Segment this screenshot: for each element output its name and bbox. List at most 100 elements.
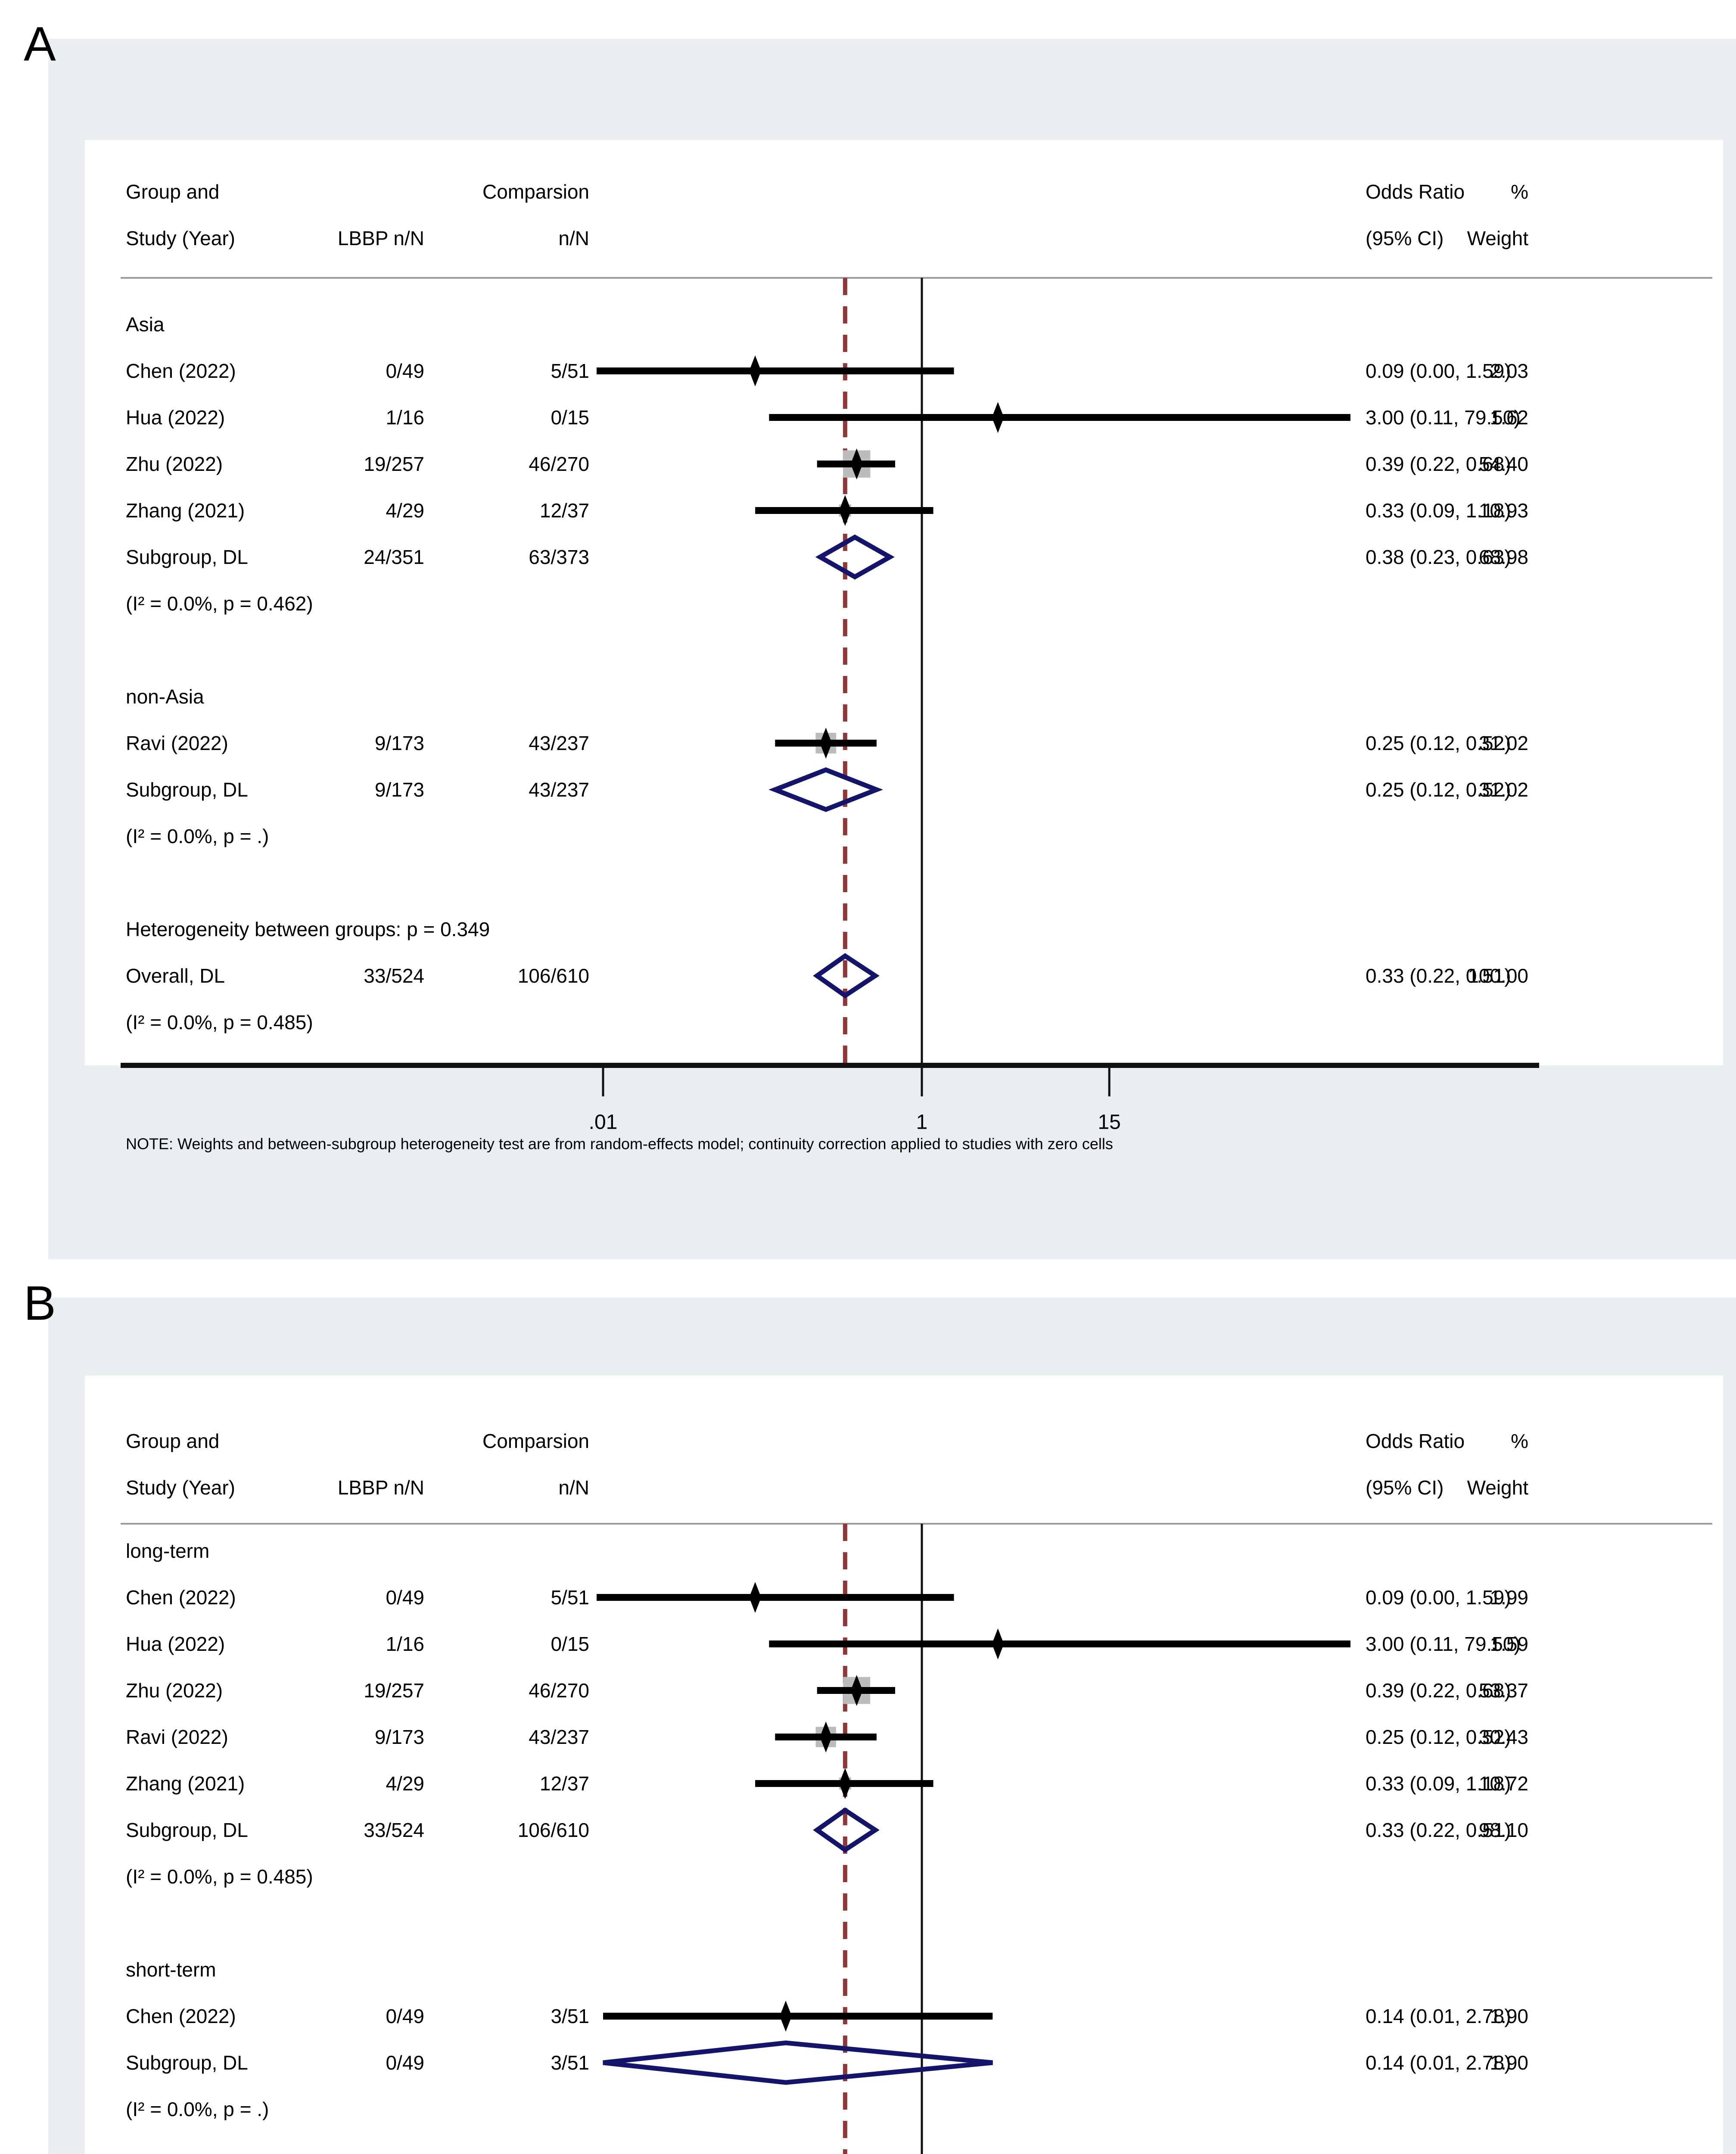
row-label: Hua (2022) (126, 1633, 225, 1655)
row-comparison-count: 43/237 (529, 1726, 589, 1748)
header-odds-ratio-line2: (95% CI) (1366, 1476, 1444, 1499)
row-or-ci-value: 0.25 (0.12, 0.52) (1366, 1726, 1511, 1748)
subgroup-diamond (768, 767, 884, 812)
row-or-ci-value: 0.39 (0.22, 0.68) (1366, 453, 1511, 475)
header-odds-ratio-line1: Odds Ratio (1366, 181, 1465, 203)
row-weight-value: 31.02 (1479, 778, 1528, 801)
row-lbbp-count: 4/29 (386, 1772, 424, 1795)
row-weight-value: 10.93 (1479, 499, 1528, 522)
row-weight-value: 1.90 (1490, 2051, 1528, 2074)
header-lbbp: LBBP n/N (338, 1476, 424, 1499)
header-comparison-line2: n/N (558, 1476, 589, 1499)
row-comparison-count: 43/237 (529, 778, 589, 801)
i2-note: (I² = 0.0%, p = .) (126, 2098, 269, 2120)
row-weight-value: 54.40 (1479, 453, 1528, 475)
row-lbbp-count: 0/49 (386, 2005, 424, 2027)
row-comparison-count: 12/37 (540, 1772, 589, 1795)
panel-letter: B (24, 1284, 56, 1330)
header-odds-ratio-line1: Odds Ratio (1366, 1430, 1465, 1452)
row-weight-value: 2.03 (1490, 360, 1528, 382)
row-label: Chen (2022) (126, 1586, 236, 1609)
row-lbbp-count: 19/257 (364, 1679, 424, 1702)
row-weight-value: 98.10 (1479, 1819, 1528, 1841)
row-lbbp-count: 9/173 (375, 1726, 424, 1748)
row-comparison-count: 5/51 (551, 360, 589, 382)
row-or-ci-value: 3.00 (0.11, 79.50) (1366, 406, 1521, 429)
header-group-line1: Group and (126, 1430, 219, 1452)
row-comparison-count: 0/15 (551, 406, 589, 429)
forest-plot-panel-a: A Group and Study (Year) LBBP n/N Comparsion… (24, 17, 1736, 1259)
header-group-line2: Study (Year) (126, 227, 235, 249)
row-weight-value: 1.59 (1490, 1633, 1528, 1655)
forest-plot-panel-b: B Group and Study (Year) LBBP n/N Comparsion… (0, 1284, 1736, 2154)
header-odds-ratio-line2: (95% CI) (1366, 227, 1444, 249)
row-or-ci-value: 3.00 (0.11, 79.50) (1366, 1633, 1521, 1655)
row-label: Hua (2022) (126, 406, 225, 429)
header-weight-line2: Weight (1467, 1476, 1529, 1499)
section-label: long-term (126, 1540, 209, 1562)
i2-note: (I² = 0.0%, p = 0.462) (126, 592, 313, 615)
row-or-ci-value: 0.33 (0.09, 1.18) (1366, 499, 1511, 522)
row-label: Zhang (2021) (126, 1772, 245, 1795)
row-comparison-count: 5/51 (551, 1586, 589, 1609)
row-lbbp-count: 19/257 (364, 453, 424, 475)
x-axis-tick-label: 1 (916, 1111, 928, 1134)
x-axis-tick-label: 15 (1098, 1111, 1120, 1134)
header-weight-line2: Weight (1467, 227, 1529, 249)
row-comparison-count: 106/610 (518, 1819, 589, 1841)
row-or-ci-value: 0.38 (0.23, 0.63) (1366, 546, 1511, 568)
row-weight-value: 100.00 (1468, 965, 1528, 987)
header-group-line1: Group and (126, 181, 219, 203)
heterogeneity-note: Heterogeneity between groups: p = 0.349 (126, 918, 490, 940)
row-or-ci-value: 0.14 (0.01, 2.78) (1366, 2051, 1511, 2074)
row-weight-value: 1.90 (1490, 2005, 1528, 2027)
row-or-ci-value: 0.39 (0.22, 0.68) (1366, 1679, 1511, 1702)
row-weight-value: 10.72 (1479, 1772, 1528, 1795)
row-lbbp-count: 33/524 (364, 965, 424, 987)
header-lbbp: LBBP n/N (338, 227, 424, 249)
row-weight-value: 68.98 (1479, 546, 1528, 568)
row-label: Zhu (2022) (126, 1679, 223, 1702)
row-or-ci-value: 0.33 (0.09, 1.18) (1366, 1772, 1511, 1795)
row-comparison-count: 46/270 (529, 453, 589, 475)
row-lbbp-count: 9/173 (375, 778, 424, 801)
i2-note: (I² = 0.0%, p = 0.485) (126, 1865, 313, 1888)
row-label: Zhang (2021) (126, 499, 245, 522)
header-comparison-line1: Comparsion (482, 1430, 589, 1452)
x-axis-tick-label: .01 (589, 1111, 618, 1134)
row-lbbp-count: 0/49 (386, 2051, 424, 2074)
row-or-ci-value: 0.09 (0.00, 1.59) (1366, 360, 1511, 382)
row-lbbp-count: 1/16 (386, 406, 424, 429)
panel-letter: A (24, 17, 56, 71)
section-label: non-Asia (126, 685, 204, 708)
row-or-ci-value: 0.25 (0.12, 0.52) (1366, 778, 1511, 801)
row-weight-value: 53.37 (1479, 1679, 1528, 1702)
plot-background (85, 140, 1723, 1065)
row-comparison-count: 3/51 (551, 2051, 589, 2074)
subgroup-diamond (603, 2040, 993, 2085)
row-label: Ravi (2022) (126, 1726, 228, 1748)
subgroup-diamond (813, 1807, 880, 1853)
header-weight-line1: % (1511, 181, 1528, 203)
row-label: Chen (2022) (126, 360, 236, 382)
row-lbbp-count: 0/49 (386, 360, 424, 382)
row-comparison-count: 43/237 (529, 732, 589, 754)
row-comparison-count: 12/37 (540, 499, 589, 522)
row-lbbp-count: 9/173 (375, 732, 424, 754)
header-comparison-line2: n/N (558, 227, 589, 249)
row-or-ci-value: 0.33 (0.22, 0.51) (1366, 1819, 1511, 1841)
i2-note: (I² = 0.0%, p = 0.485) (126, 1011, 313, 1033)
subgroup-diamond (815, 534, 895, 580)
row-comparison-count: 46/270 (529, 1679, 589, 1702)
row-or-ci-value: 0.14 (0.01, 2.78) (1366, 2005, 1511, 2027)
row-label: Subgroup, DL (126, 1819, 248, 1841)
row-lbbp-count: 1/16 (386, 1633, 424, 1655)
row-lbbp-count: 4/29 (386, 499, 424, 522)
row-weight-value: 1.62 (1490, 406, 1528, 429)
row-or-ci-value: 0.25 (0.12, 0.52) (1366, 732, 1511, 754)
row-label: Chen (2022) (126, 2005, 236, 2027)
row-lbbp-count: 24/351 (364, 546, 424, 568)
i2-note: (I² = 0.0%, p = .) (126, 825, 269, 847)
footnote-text: NOTE: Weights and between-subgroup heter… (126, 1135, 1113, 1153)
row-comparison-count: 106/610 (518, 965, 589, 987)
